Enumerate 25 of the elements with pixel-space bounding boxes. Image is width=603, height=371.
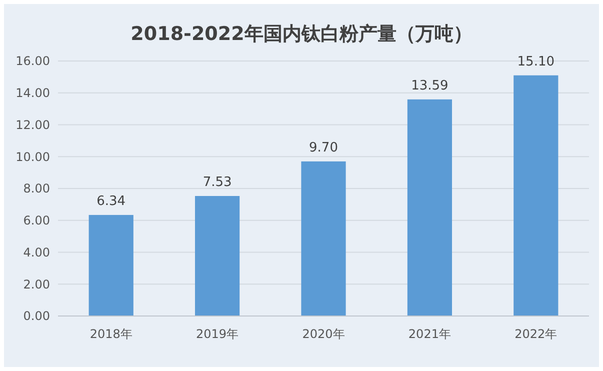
bar — [301, 161, 346, 316]
data-label: 13.59 — [411, 78, 448, 94]
bar — [88, 214, 134, 316]
y-tick-label: 12.00 — [16, 118, 50, 132]
y-tick-label: 10.00 — [16, 150, 50, 164]
y-tick-label: 4.00 — [23, 245, 50, 260]
x-tick-label: 2020年 — [302, 327, 345, 341]
y-tick-label: 2.00 — [23, 277, 50, 292]
x-tick-label: 2021年 — [408, 327, 451, 341]
y-tick-label: 16.00 — [16, 54, 50, 68]
y-tick-label: 8.00 — [23, 182, 50, 196]
x-tick-label: 2022年 — [514, 327, 558, 341]
bar — [195, 196, 240, 316]
bar — [514, 75, 558, 316]
y-tick-label: 0.00 — [23, 309, 50, 324]
chart-title: 2018-2022年国内钛白粉产量（万吨） — [130, 23, 472, 45]
x-tick-label: 2019年 — [196, 327, 239, 341]
data-label: 9.70 — [309, 140, 338, 156]
data-label: 6.34 — [96, 194, 126, 209]
y-tick-label: 14.00 — [16, 86, 50, 100]
data-label: 15.10 — [517, 54, 555, 70]
data-label: 7.53 — [202, 174, 232, 190]
bar — [407, 99, 452, 316]
y-tick-label: 6.00 — [23, 214, 50, 228]
x-tick-label: 2018年 — [90, 327, 132, 341]
